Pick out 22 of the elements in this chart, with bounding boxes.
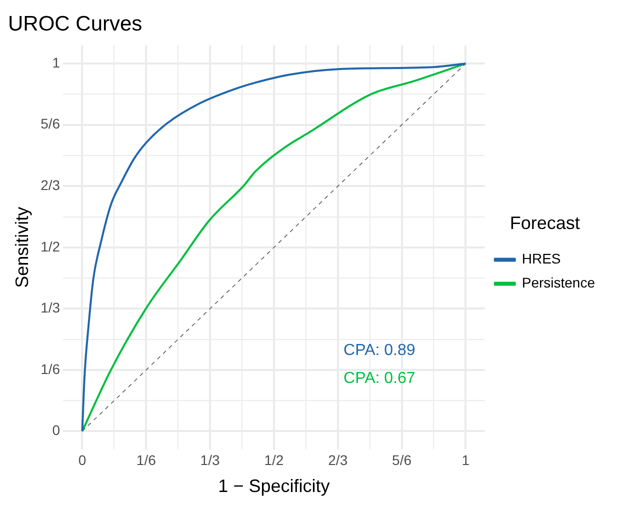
y-tick-label: 2/3 (40, 176, 60, 193)
annotation: CPA: 0.67 (344, 370, 416, 388)
chart-title: UROC Curves (8, 12, 142, 36)
y-tick-label: 1/6 (40, 360, 60, 377)
x-tick-label: 2/3 (328, 452, 348, 468)
annotation: CPA: 0.89 (344, 342, 416, 359)
y-axis-title: Sensitivity (12, 206, 32, 288)
x-tick-label: 1/6 (136, 452, 156, 468)
x-axis-title: 1 − Specificity (218, 476, 330, 496)
legend-label: Persistence (522, 274, 596, 291)
x-tick-label: 1/3 (200, 452, 220, 468)
y-tick-label: 0 (52, 422, 60, 438)
x-tick-label: 5/6 (392, 452, 412, 468)
x-tick-label: 1/2 (264, 452, 284, 468)
y-tick-label: 1/3 (40, 300, 60, 316)
y-tick-label: 5/6 (40, 116, 60, 132)
legend-title: Forecast (510, 213, 580, 234)
y-tick-label: 1 (52, 54, 60, 70)
x-tick-label: 1 (462, 452, 470, 468)
x-tick-label: 0 (78, 452, 86, 468)
legend-label: HRES (522, 250, 561, 267)
y-tick-label: 1/2 (40, 238, 60, 254)
